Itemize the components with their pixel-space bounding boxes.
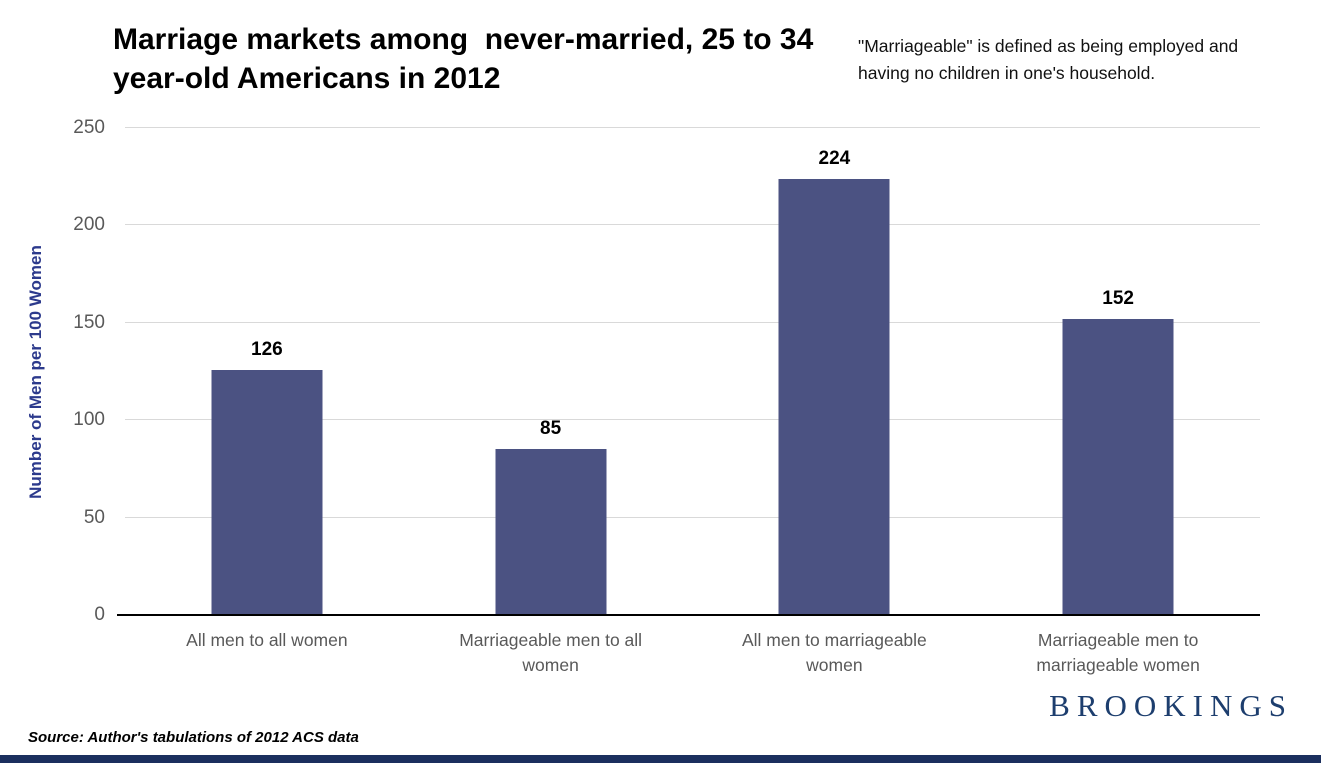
source-note: Source: Author's tabulations of 2012 ACS… xyxy=(28,729,359,746)
definition-note: "Marriageable" is defined as being emplo… xyxy=(858,36,1239,84)
category-label: Marriageable men to all women xyxy=(459,630,643,676)
bar-value-label: 152 xyxy=(1102,287,1134,309)
gridline xyxy=(125,127,1260,128)
y-tick-label: 100 xyxy=(73,409,105,431)
gridline xyxy=(125,224,1260,226)
bar-slot: 85 xyxy=(409,128,693,615)
bar-value-label: 224 xyxy=(818,147,851,169)
y-tick-label: 150 xyxy=(73,311,105,333)
y-tick-label: 0 xyxy=(94,604,105,625)
gridline xyxy=(125,516,1260,518)
y-tick-label: 200 xyxy=(73,214,105,236)
bar-slot: 224 xyxy=(693,128,977,615)
gridline xyxy=(125,321,1260,323)
bar-slot: 152 xyxy=(976,128,1260,615)
y-tick-label: 50 xyxy=(83,506,105,528)
brookings-logo: BROOKINGS xyxy=(1049,688,1293,723)
plot-area: 126 85 224 152 xyxy=(117,127,1260,616)
bar-value-label: 126 xyxy=(251,338,283,360)
category-label: All men to all women xyxy=(186,630,348,650)
bar xyxy=(778,178,890,615)
category-label: Marriageable men to marriageable women xyxy=(1036,630,1200,676)
y-tick-label: 250 xyxy=(73,117,105,138)
chart-title: Marriage markets among never-married, 25… xyxy=(113,23,822,95)
bars-container: 126 85 224 152 xyxy=(125,128,1260,615)
bar xyxy=(495,449,607,615)
gridline xyxy=(125,419,1260,421)
y-tick-labels: 0 50 100 150 200 250 xyxy=(0,117,113,625)
bar xyxy=(1062,318,1174,615)
footer-accent-bar xyxy=(0,755,1321,763)
category-label: All men to marriageable women xyxy=(741,630,927,676)
bar xyxy=(211,369,323,615)
x-axis-line xyxy=(117,614,1260,616)
bar-slot: 126 xyxy=(125,128,409,615)
x-category-labels: All men to all women Marriageable men to … xyxy=(125,628,1260,679)
bar-value-label: 85 xyxy=(540,418,562,440)
